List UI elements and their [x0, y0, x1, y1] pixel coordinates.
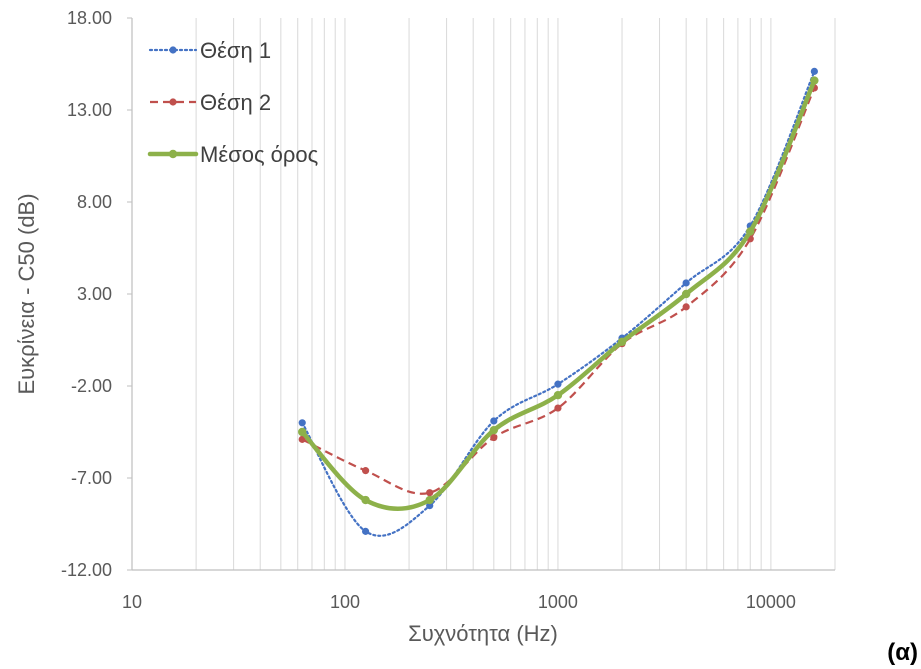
x-tick-label: 100 — [330, 592, 360, 612]
data-point — [362, 527, 370, 535]
legend-marker — [169, 98, 177, 106]
grid — [131, 18, 836, 570]
data-point — [746, 227, 755, 236]
legend-marker — [168, 149, 178, 159]
y-tick-label: -7.00 — [71, 468, 112, 488]
data-point — [298, 435, 306, 443]
y-tick-label: 3.00 — [77, 284, 112, 304]
data-point — [298, 427, 307, 437]
x-tick-labels: 10 100 1000 10000 — [122, 592, 796, 612]
legend-marker — [169, 46, 177, 54]
data-point — [425, 495, 434, 505]
data-point — [553, 391, 563, 400]
y-tick-labels: -12.00 -7.00 -2.00 3.00 8.00 13.00 18.00 — [61, 8, 132, 580]
data-point — [554, 404, 562, 412]
x-tick-label: 1000 — [538, 592, 578, 612]
y-tick-label: 13.00 — [67, 100, 112, 120]
data-point — [682, 279, 690, 287]
series-3 — [298, 76, 819, 511]
legend-label: Θέση 1 — [200, 38, 271, 63]
data-point — [490, 433, 498, 442]
legend: Θέση 1 Θέση 2 Μέσος όρος — [147, 38, 318, 167]
data-point — [617, 337, 627, 347]
y-tick-label: -12.00 — [61, 560, 112, 580]
x-tick-label: 10000 — [746, 592, 796, 612]
y-tick-label: 18.00 — [67, 8, 112, 28]
x-axis-title: Συχνότητα (Hz) — [408, 621, 558, 646]
data-point — [682, 303, 690, 311]
data-point — [810, 67, 818, 75]
x-tick-label: 10 — [122, 592, 142, 612]
y-axis-title: Ευκρίνεια - C50 (dB) — [14, 193, 39, 394]
data-point — [810, 76, 819, 85]
y-tick-label: -2.00 — [71, 376, 112, 396]
data-point — [490, 417, 498, 425]
panel-label: (α) — [887, 639, 918, 666]
data-point — [362, 467, 370, 475]
legend-label: Θέση 2 — [200, 90, 271, 115]
data-point — [426, 489, 434, 497]
data-point — [554, 380, 562, 388]
y-tick-label: 8.00 — [77, 192, 112, 212]
series-group — [298, 67, 819, 537]
data-point — [681, 289, 691, 299]
data-point — [298, 419, 306, 427]
data-point — [361, 495, 370, 505]
series-2 — [298, 84, 818, 497]
data-point — [489, 425, 499, 435]
legend-label: Μέσος όρος — [200, 142, 318, 167]
series-1 — [298, 67, 818, 537]
